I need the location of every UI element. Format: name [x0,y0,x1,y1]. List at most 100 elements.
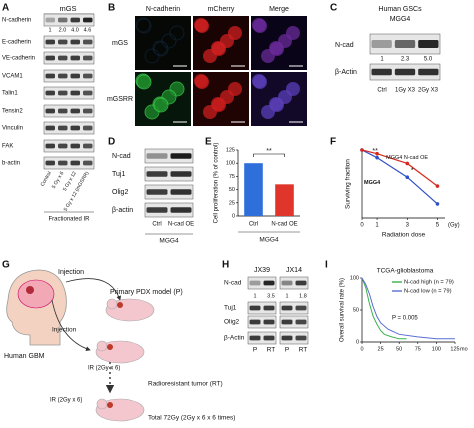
blot-background [43,13,95,27]
blot-background [279,301,309,315]
x-tick-label: 50 [396,346,402,352]
x-tick-label: 100 [432,346,441,352]
blot-row-label: β-actin [112,207,133,214]
blot-background [43,156,95,170]
y-tick-label: 0 [356,339,359,345]
blot-background [43,51,95,65]
blot-background [247,276,277,290]
panel-label: D [108,137,115,148]
blot-band [295,319,307,325]
y-axis-label: Surviving fraction [345,159,352,209]
survival-curve [361,277,407,340]
blot-row-label: β-Actin [335,69,357,76]
lane-label: P [253,347,257,354]
blot-row-label: N-cad [335,42,354,49]
x-unit: mo [460,346,468,352]
lane-label: N-cad OE [168,222,194,228]
panel-label: H [222,260,229,271]
blot-background [144,166,194,182]
blot-row-label: Talin1 [2,91,18,97]
blot-band [45,108,55,114]
series-line [361,149,438,187]
blot-band [281,280,293,286]
annotation: Radioresistant tumor (RT) [148,381,223,388]
quantification: 1.8 [299,293,307,299]
row-label: mGSRR [107,96,133,103]
quantification: 3.5 [267,293,275,299]
model-label: JX39 [254,267,270,274]
significance-bracket [253,153,285,157]
lane-label: Ctrl [152,222,161,228]
lane-label: RT [267,347,276,354]
quantification: 1 [285,293,288,299]
blot-background [43,121,95,135]
quantification: 1 [253,293,256,299]
cell [253,19,267,33]
blot-band [58,73,68,79]
blot-band [371,40,392,48]
blot-row-label: Tuj1 [224,305,237,312]
blot-band [58,17,68,23]
blot-band [83,90,93,96]
blot-background [43,69,95,83]
blot-band [295,280,307,286]
bar [275,184,294,216]
blot-band [70,143,80,149]
blot-row-label: VE-cadherin [2,56,35,62]
x-tick-label: 125 [450,346,459,352]
blot-band [249,280,261,286]
model-label: JX14 [286,267,302,274]
y-axis-label: Overall survival rate (%) [340,278,346,342]
x-tick-label: 1 [375,223,379,229]
blot-band [70,55,80,61]
bar [244,163,263,216]
annotation: IR (2Gy x 6) [88,366,120,372]
panel-label: A [2,3,9,14]
x-tick-label: 3 [406,223,410,229]
blot-band [83,160,93,166]
blot-band [45,143,55,149]
cell [212,42,226,56]
blot-row-label: Tensin2 [2,109,23,115]
y-tick-label: 125 [226,147,235,153]
blot-row-label: Vinculin [2,126,23,132]
quantification: 1 [380,57,384,63]
blot-background [279,276,309,290]
blot-band [83,125,93,131]
cell [195,19,209,33]
y-tick-label: 50 [353,307,359,313]
blot-band [58,143,68,149]
blot-background [43,86,95,100]
blot-band [70,125,80,131]
cell [253,75,267,89]
blot-band [45,55,55,61]
x-axis-label: Radiation dose [382,232,426,239]
blot-row-label: N-cad [224,280,242,287]
blot-band [249,319,261,325]
survival-curve [361,277,455,340]
panel-label: E [205,137,212,148]
significance: * [411,167,414,174]
y-tick-label: 75 [229,174,235,180]
x-unit: (Gy) [448,223,460,229]
blot-band [146,189,168,195]
lane-label: RT [299,347,308,354]
cell [135,17,151,33]
x-tick-label: 0 [360,223,364,229]
lane-label: 1Gy X3 [395,88,416,94]
cell [136,18,152,34]
x-tick-label: 5 [436,223,440,229]
row-label: mGS [112,40,128,47]
blot-band [263,305,275,311]
blot-row-label: VCAM1 [2,74,23,80]
data-point [405,161,410,166]
blot-band [170,153,192,159]
blot-row-label: b-actin [2,161,20,167]
cell [195,75,209,89]
blot-band [249,335,261,341]
p-value: P = 0.005 [392,316,418,322]
data-point [405,175,410,180]
panel-label: C [330,3,337,14]
blot-row-label: Olig2 [224,319,240,326]
blot-header: mGS [59,4,76,13]
